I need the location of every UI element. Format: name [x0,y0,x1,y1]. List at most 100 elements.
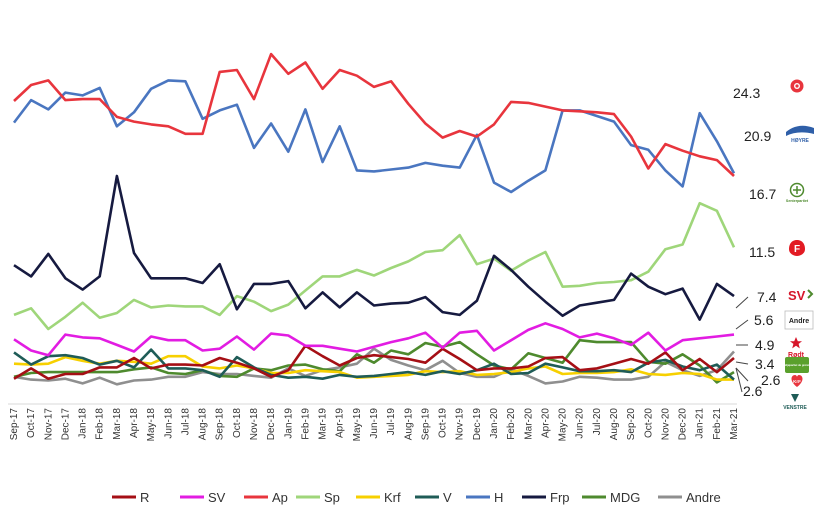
x-tick-label-may-20: May-20 [558,408,569,442]
x-tick-label-feb-20: Feb-20 [506,408,517,440]
heart-logo-text: KrF [793,379,801,384]
sv-logo-text: SV [788,288,806,303]
venstre-logo-text: VENSTRE [783,405,807,411]
legend-label-sp: Sp [324,490,340,505]
x-tick-label-sep-20: Sep-20 [626,408,637,441]
end-label-andre: 5.6 [754,312,774,328]
connector-mdg [735,361,749,365]
connector-andre [735,319,749,330]
series-lines [12,52,736,386]
x-tick-label-dec-17: Dec-17 [60,408,71,441]
mdg-logo-text: miljøpartiet de grønne [783,363,811,367]
connector-krf [735,367,743,393]
legend-label-andre: Andre [686,490,721,505]
end-label-sv: 7.4 [757,289,777,305]
x-tick-label-jun-19: Jun-19 [369,408,380,439]
x-tick-label-may-19: May-19 [352,408,363,442]
frp-icon: F [789,240,805,256]
x-tick-label-mar-19: Mar-19 [318,408,329,440]
end-label-frp: 11.5 [749,244,775,260]
andre-logo-text: Andre [789,318,809,325]
x-tick-label-apr-19: Apr-19 [335,408,346,438]
series-line-mdg [13,338,735,384]
x-tick-label-jan-19: Jan-19 [283,408,294,439]
series-line-h [12,79,736,194]
x-tick-label-aug-19: Aug-19 [403,408,414,441]
connector-v [735,367,749,382]
andre-icon: Andre [784,310,814,330]
x-tick-label-mar-21: Mar-21 [729,408,740,440]
x-tick-label-sep-18: Sep-18 [215,408,226,441]
legend-label-r: R [140,490,149,505]
x-tick-label-mar-20: Mar-20 [523,408,534,440]
frp-logo-text: F [794,244,800,255]
legend-label-sv: SV [208,490,226,505]
legend: R SV Ap Sp Krf V H Frp MDG Andre [112,490,721,505]
series-line-andre [13,347,735,386]
rose-icon [790,79,804,93]
star-logo-text: Rødt [788,352,805,359]
x-tick-label-aug-20: Aug-20 [609,408,620,441]
legend-label-v: V [443,490,452,505]
series-line-r [13,344,735,381]
heart-icon: KrF [791,375,803,387]
x-tick-label-jul-18: Jul-18 [180,408,191,436]
legend-label-h: H [494,490,503,505]
x-tick-label-jan-20: Jan-20 [489,408,500,439]
mdg-icon: miljøpartiet de grønne [783,357,811,373]
series-line-sv [13,321,735,357]
legend-label-krf: Krf [384,490,401,505]
x-tick-label-jul-19: Jul-19 [386,408,397,436]
series-line-ap [13,52,735,177]
x-tick-label-jan-21: Jan-21 [695,408,706,439]
legend-label-frp: Frp [550,490,570,505]
x-tick-label-dec-20: Dec-20 [678,408,689,441]
x-tick-label-oct-17: Oct-17 [26,408,37,438]
x-tick-label-jun-18: Jun-18 [163,408,174,439]
end-label-r: 4.9 [755,337,775,353]
x-axis-ticks: Sep-17 Oct-17 Nov-17 Dec-17 Jan-18 Feb-18 Mar-… [9,408,740,442]
venstre-icon: VENSTRE [783,394,807,411]
x-tick-label-nov-18: Nov-18 [249,408,260,441]
x-tick-label-apr-18: Apr-18 [129,408,140,438]
end-label-mdg: 3.4 [755,356,775,372]
series-line-v [13,348,735,381]
x-tick-label-oct-20: Oct-20 [643,408,654,438]
x-tick-label-oct-19: Oct-19 [438,408,449,438]
x-tick-label-oct-18: Oct-18 [232,408,243,438]
legend-label-ap: Ap [272,490,288,505]
x-tick-label-nov-17: Nov-17 [43,408,54,441]
series-line-frp [13,174,735,321]
series-line-sp [13,201,736,331]
sv-icon: SV [788,288,814,303]
x-tick-label-nov-20: Nov-20 [660,408,671,441]
end-label-sp: 16.7 [749,186,776,202]
clover-icon: Senterpartiet [786,182,809,203]
hoyre-icon: HØYRE [786,125,814,144]
x-tick-label-sep-19: Sep-19 [420,408,431,441]
x-tick-label-feb-19: Feb-19 [300,408,311,440]
x-tick-label-may-18: May-18 [146,408,157,442]
x-tick-label-sep-17: Sep-17 [9,408,20,441]
x-tick-label-jan-18: Jan-18 [78,408,89,439]
x-tick-label-mar-18: Mar-18 [112,408,123,440]
star-icon: Rødt [788,337,805,359]
x-tick-label-dec-19: Dec-19 [472,408,483,441]
x-tick-label-nov-19: Nov-19 [455,408,466,441]
clover-logo-text: Senterpartiet [786,199,809,203]
x-tick-label-jun-20: Jun-20 [575,408,586,439]
end-label-ap: 24.3 [733,85,760,101]
hoyre-logo-text: HØYRE [791,138,809,144]
end-label-h: 20.9 [744,128,771,144]
end-label-krf: 2.6 [743,383,763,399]
x-tick-label-feb-18: Feb-18 [95,408,106,440]
x-tick-label-feb-21: Feb-21 [712,408,723,440]
x-tick-label-aug-18: Aug-18 [198,408,209,441]
x-tick-label-dec-18: Dec-18 [266,408,277,441]
label-connectors [735,296,749,393]
legend-label-mdg: MDG [610,490,640,505]
connector-sv [735,296,749,309]
x-tick-label-apr-20: Apr-20 [540,408,551,438]
end-label-v: 2.6 [761,372,781,388]
